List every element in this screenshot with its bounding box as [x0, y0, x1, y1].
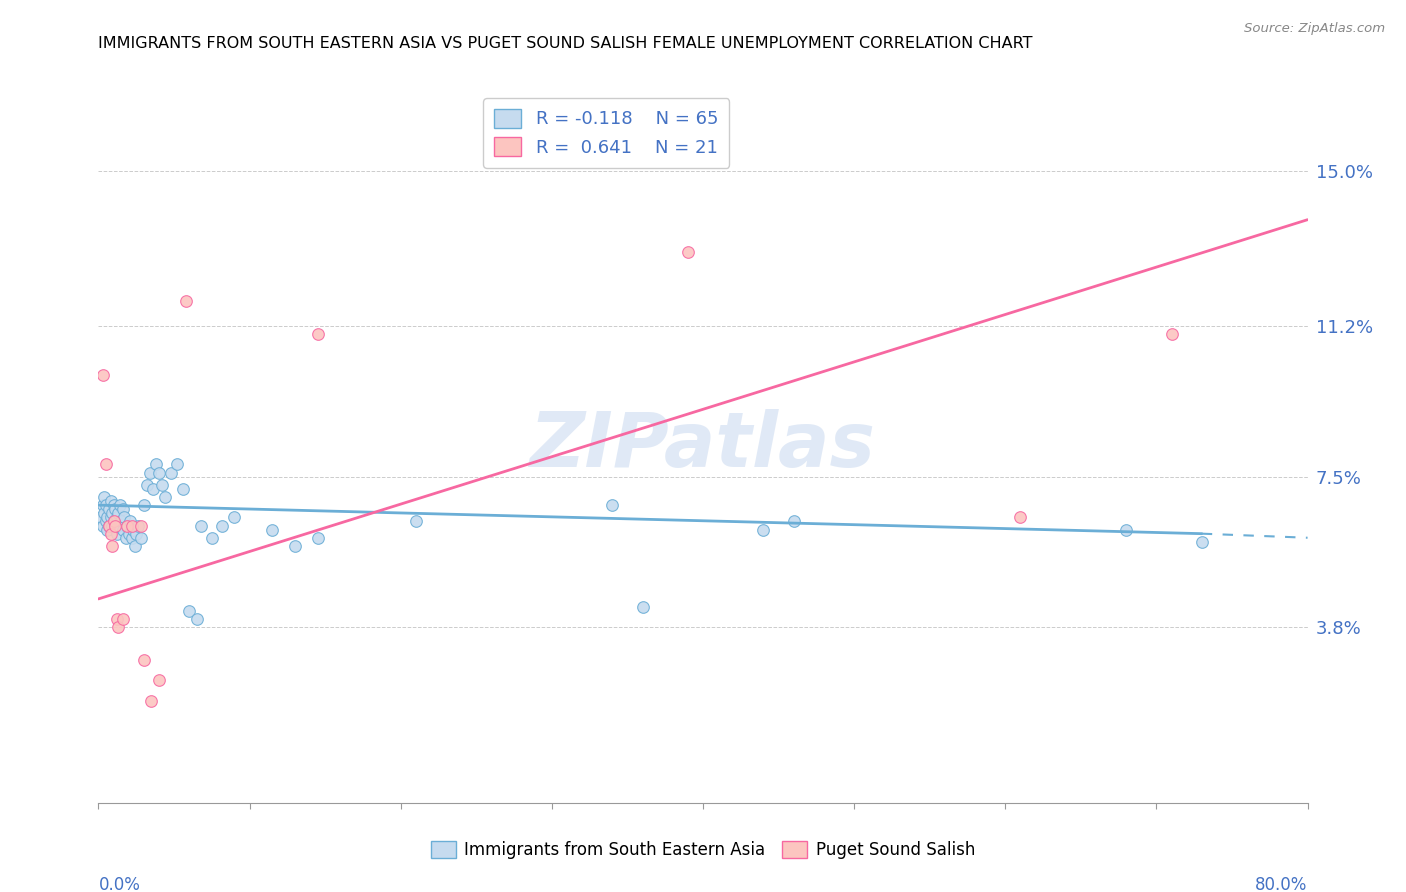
Point	[179, 604, 201, 618]
Point	[103, 515, 125, 529]
Point	[121, 531, 143, 545]
Text: 80.0%: 80.0%	[1256, 876, 1308, 892]
Point	[107, 620, 129, 634]
Point	[104, 518, 127, 533]
Point	[103, 498, 125, 512]
Point	[148, 466, 170, 480]
Point	[1115, 523, 1137, 537]
Point	[148, 673, 170, 688]
Point	[101, 506, 124, 520]
Point	[98, 518, 121, 533]
Point	[118, 526, 141, 541]
Point	[105, 612, 128, 626]
Point	[262, 523, 284, 537]
Point	[1191, 534, 1213, 549]
Point	[107, 518, 129, 533]
Point	[105, 510, 128, 524]
Point	[101, 518, 124, 533]
Point	[1010, 510, 1032, 524]
Point	[166, 458, 188, 472]
Point	[96, 523, 118, 537]
Point	[201, 531, 224, 545]
Point	[153, 490, 176, 504]
Point	[284, 539, 307, 553]
Point	[96, 510, 118, 524]
Point	[405, 515, 427, 529]
Point	[174, 294, 197, 309]
Point	[111, 523, 134, 537]
Point	[104, 502, 127, 516]
Point	[124, 539, 146, 553]
Text: ZIPatlas: ZIPatlas	[530, 409, 876, 483]
Point	[111, 502, 134, 516]
Point	[142, 482, 165, 496]
Point	[132, 653, 155, 667]
Point	[172, 482, 194, 496]
Text: IMMIGRANTS FROM SOUTH EASTERN ASIA VS PUGET SOUND SALISH FEMALE UNEMPLOYMENT COR: IMMIGRANTS FROM SOUTH EASTERN ASIA VS PU…	[98, 36, 1033, 51]
Point	[129, 531, 152, 545]
Point	[211, 518, 233, 533]
Point	[108, 498, 131, 512]
Point	[676, 245, 699, 260]
Text: 0.0%: 0.0%	[98, 876, 141, 892]
Point	[752, 523, 775, 537]
Point	[125, 526, 148, 541]
Point	[1160, 326, 1182, 341]
Point	[94, 498, 117, 512]
Point	[122, 523, 145, 537]
Point	[104, 518, 127, 533]
Point	[307, 326, 329, 341]
Point	[91, 368, 114, 382]
Point	[107, 506, 129, 520]
Point	[103, 515, 125, 529]
Point	[94, 458, 117, 472]
Point	[132, 498, 155, 512]
Point	[100, 510, 122, 524]
Point	[307, 531, 329, 545]
Point	[783, 515, 806, 529]
Point	[129, 518, 152, 533]
Point	[100, 494, 122, 508]
Point	[121, 518, 143, 533]
Point	[135, 477, 157, 491]
Point	[100, 526, 122, 541]
Point	[93, 490, 115, 504]
Point	[115, 518, 138, 533]
Point	[190, 518, 212, 533]
Point	[127, 518, 149, 533]
Point	[141, 694, 163, 708]
Point	[111, 612, 134, 626]
Point	[186, 612, 208, 626]
Point	[91, 518, 114, 533]
Text: Source: ZipAtlas.com: Source: ZipAtlas.com	[1244, 22, 1385, 36]
Point	[114, 531, 136, 545]
Point	[93, 506, 115, 520]
Point	[98, 502, 121, 516]
Point	[602, 498, 624, 512]
Point	[90, 510, 112, 524]
Point	[94, 515, 117, 529]
Point	[110, 515, 132, 529]
Point	[160, 466, 183, 480]
Point	[120, 515, 142, 529]
Point	[91, 498, 114, 512]
Point	[224, 510, 246, 524]
Point	[631, 600, 654, 615]
Point	[150, 477, 173, 491]
Point	[101, 539, 124, 553]
Point	[145, 458, 167, 472]
Point	[112, 510, 135, 524]
Legend: Immigrants from South Eastern Asia, Puget Sound Salish: Immigrants from South Eastern Asia, Puge…	[425, 834, 981, 866]
Point	[115, 518, 138, 533]
Point	[139, 466, 162, 480]
Point	[105, 526, 128, 541]
Point	[98, 518, 121, 533]
